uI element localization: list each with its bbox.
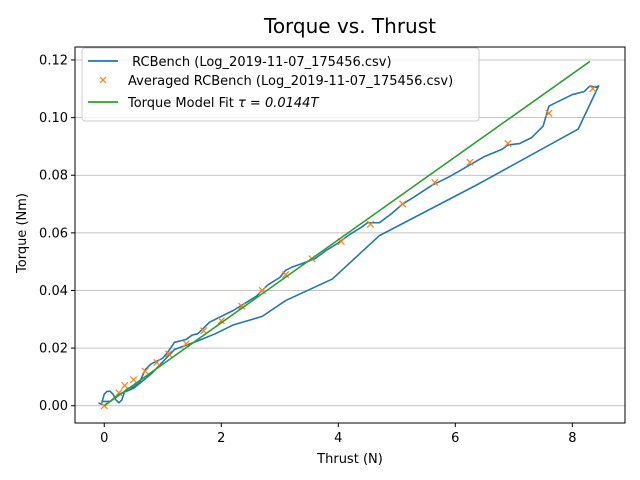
averaged-point — [504, 139, 512, 148]
averaged-point — [121, 381, 129, 390]
x-axis-label: Thrust (N) — [316, 452, 383, 467]
averaged-point — [141, 367, 149, 375]
x-tick-label: 0 — [100, 431, 108, 446]
legend-label-rcbench: RCBench (Log_2019-11-07_175456.csv) — [128, 55, 392, 70]
legend-box — [81, 47, 480, 122]
rcbench-line — [98, 85, 600, 406]
averaged-point — [589, 85, 597, 93]
legend-label-averaged: Averaged RCBench (Log_2019-11-07_175456.… — [128, 74, 453, 89]
y-tick-label: 0.06 — [39, 226, 68, 241]
averaged-point — [366, 220, 375, 228]
legend: RCBench (Log_2019-11-07_175456.csv) Aver… — [81, 47, 480, 122]
chart-title: Torque vs. Thrust — [263, 14, 436, 38]
averaged-point — [466, 158, 474, 166]
averaged-point — [153, 358, 161, 367]
y-tick-label: 0.02 — [39, 342, 68, 357]
plot-frame — [74, 46, 626, 424]
model-fit-line — [103, 60, 591, 407]
x-tick-label: 4 — [334, 431, 342, 446]
averaged-point — [399, 200, 407, 208]
x-axis-ticks: 0 2 4 6 8 — [100, 423, 576, 446]
averaged-point — [217, 317, 225, 325]
averaged-point — [129, 376, 138, 384]
x-tick-label: 2 — [217, 431, 225, 446]
y-tick-label: 0.00 — [39, 399, 68, 414]
averaged-point — [282, 270, 290, 279]
averaged-point — [545, 109, 553, 117]
y-axis-label: Torque (Nm) — [15, 193, 30, 274]
averaged-point — [431, 178, 439, 187]
averaged-markers — [100, 85, 597, 410]
averaged-point — [238, 302, 246, 310]
legend-label-model-fit: Torque Model Fit τ = 0.0144T — [127, 96, 319, 111]
averaged-point — [115, 389, 123, 397]
y-tick-label: 0.08 — [39, 169, 68, 184]
x-tick-label: 8 — [568, 431, 576, 446]
x-tick-label: 6 — [451, 431, 459, 446]
y-tick-label: 0.10 — [39, 111, 68, 126]
y-tick-label: 0.12 — [39, 53, 68, 68]
legend-swatch-averaged — [99, 76, 107, 84]
y-tick-label: 0.04 — [39, 284, 68, 299]
y-axis-ticks: 0.00 0.02 0.04 0.06 0.08 0.10 0.12 — [39, 53, 75, 414]
averaged-point — [164, 350, 173, 358]
series-layer — [98, 60, 600, 410]
